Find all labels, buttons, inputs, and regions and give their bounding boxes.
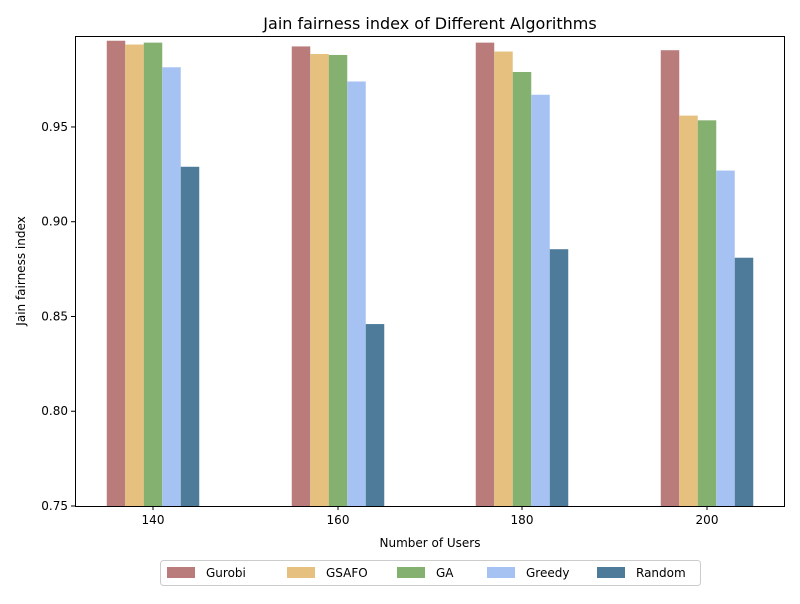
legend-swatch-ga [397, 567, 425, 578]
bar-gurobi-140 [106, 40, 126, 507]
bar-ga-140 [143, 42, 163, 506]
bar-random-200 [734, 257, 754, 506]
bar-greedy-160 [347, 81, 366, 506]
bar-ga-160 [328, 54, 348, 506]
legend-swatch-gsafo [287, 567, 315, 578]
x-tick-label: 160 [327, 513, 350, 527]
legend-label-greedy: Greedy [526, 566, 569, 580]
legend-swatch-greedy [487, 567, 515, 578]
x-axis: 140 160 180 200 [142, 506, 719, 527]
legend-label-gsafo: GSAFO [326, 566, 368, 580]
y-axis-label: Jain fairness index [14, 216, 28, 326]
legend-label-random: Random [636, 566, 686, 580]
bar-random-140 [180, 166, 200, 506]
chart-title: Jain fairness index of Different Algorit… [262, 14, 596, 33]
bar-greedy-180 [531, 94, 550, 506]
bar-random-160 [365, 324, 385, 506]
bar-random-180 [549, 249, 569, 506]
y-tick-label: 0.95 [41, 120, 68, 134]
bars-group [106, 40, 754, 507]
bar-gsafo-140 [125, 44, 144, 506]
bar-ga-200 [697, 120, 717, 506]
x-tick-label: 140 [142, 513, 165, 527]
x-axis-label: Number of Users [379, 536, 480, 550]
legend-label-ga: GA [436, 566, 454, 580]
x-tick-label: 200 [696, 513, 719, 527]
bar-gsafo-200 [679, 115, 698, 506]
x-tick-label: 180 [511, 513, 534, 527]
legend-swatch-gurobi [167, 567, 195, 578]
legend: Gurobi GSAFO GA Greedy Random [160, 560, 701, 586]
bar-gsafo-160 [310, 54, 329, 506]
bar-gurobi-180 [475, 42, 495, 506]
y-tick-label: 0.85 [41, 309, 68, 323]
bar-greedy-200 [716, 170, 735, 506]
bar-greedy-140 [162, 67, 181, 507]
plot-frame [75, 36, 785, 507]
y-axis: 0.75 0.80 0.85 0.90 0.95 [41, 120, 75, 513]
bar-gurobi-200 [660, 50, 680, 507]
y-tick-label: 0.75 [41, 499, 68, 513]
y-tick-label: 0.90 [41, 215, 68, 229]
legend-frame [160, 560, 701, 586]
bar-gsafo-180 [494, 51, 513, 506]
y-tick-label: 0.80 [41, 404, 68, 418]
bar-gurobi-160 [291, 46, 311, 507]
legend-swatch-random [597, 567, 625, 578]
legend-label-gurobi: Gurobi [206, 566, 246, 580]
bar-ga-180 [512, 72, 532, 506]
